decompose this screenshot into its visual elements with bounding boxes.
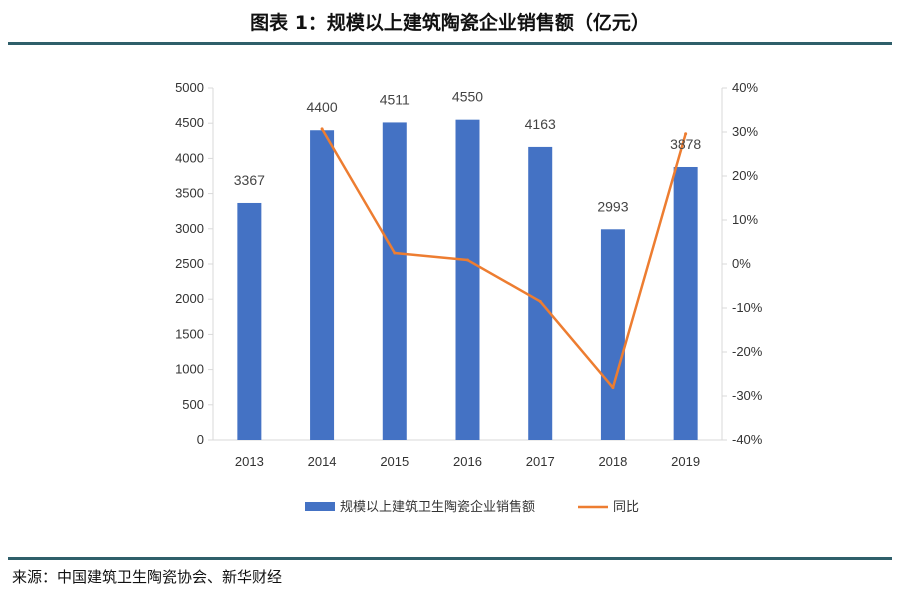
bar-value-label: 2993 bbox=[597, 198, 628, 214]
bar-value-label: 4400 bbox=[306, 99, 337, 115]
yoy-line bbox=[320, 128, 687, 389]
right-tick-label: 0% bbox=[732, 256, 751, 271]
right-tick-label: 30% bbox=[732, 124, 758, 139]
x-tick-label: 2013 bbox=[235, 454, 264, 469]
right-tick-label: -30% bbox=[732, 388, 763, 403]
x-tick-label: 2018 bbox=[598, 454, 627, 469]
left-tick-label: 5000 bbox=[175, 80, 204, 95]
chart-title: 图表 1：规模以上建筑陶瓷企业销售额（亿元） bbox=[250, 12, 650, 34]
sales-chart: 0 500 1000 1500 2000 2500 3000 3500 4000 4500 5000… bbox=[175, 80, 763, 515]
x-tick-label: 2019 bbox=[671, 454, 700, 469]
bar bbox=[600, 229, 625, 440]
yoy-point bbox=[538, 299, 542, 303]
bar bbox=[310, 130, 335, 440]
bar bbox=[528, 146, 553, 440]
left-tick-label: 2000 bbox=[175, 291, 204, 306]
left-tick-label: 3500 bbox=[175, 186, 204, 201]
bar-series bbox=[237, 119, 698, 441]
yoy-line-series bbox=[320, 127, 688, 390]
right-tick-label: 20% bbox=[732, 168, 758, 183]
left-tick-label: 4000 bbox=[175, 150, 204, 165]
source-divider bbox=[8, 557, 892, 560]
bar-value-label: 3878 bbox=[670, 136, 701, 152]
bar bbox=[455, 119, 480, 441]
x-tick-label: 2017 bbox=[526, 454, 555, 469]
title-divider bbox=[8, 42, 892, 45]
yoy-point bbox=[611, 386, 615, 390]
yoy-point bbox=[466, 258, 469, 262]
legend-bar-label: 规模以上建筑卫生陶瓷企业销售额 bbox=[340, 499, 535, 515]
bar-value-label: 4511 bbox=[380, 91, 410, 107]
yoy-point bbox=[320, 127, 324, 131]
bar-value-label: 3367 bbox=[234, 172, 265, 188]
x-tick-label: 2014 bbox=[308, 454, 337, 469]
left-tick-label: 4500 bbox=[175, 115, 204, 130]
right-tick-label: -20% bbox=[732, 344, 763, 359]
yoy-point bbox=[684, 132, 688, 136]
left-tick-label: 1000 bbox=[175, 362, 204, 377]
left-tick-label: 2500 bbox=[175, 256, 204, 271]
left-tick-label: 0 bbox=[197, 432, 204, 447]
x-tick-label: 2015 bbox=[380, 454, 409, 469]
bar-value-label: 4163 bbox=[525, 116, 556, 132]
source-note: 来源：中国建筑卫生陶瓷协会、新华财经 bbox=[12, 568, 283, 586]
left-tick-label: 3000 bbox=[175, 221, 204, 236]
yoy-point bbox=[393, 251, 397, 255]
legend-bar-swatch bbox=[305, 502, 335, 511]
left-tick-label: 1500 bbox=[175, 326, 204, 341]
bar bbox=[673, 166, 698, 440]
legend: 规模以上建筑卫生陶瓷企业销售额 同比 bbox=[305, 499, 639, 515]
data-labels: 3367 4400 4511 4550 4163 2993 3878 bbox=[234, 89, 702, 215]
right-tick-label: 10% bbox=[732, 212, 758, 227]
legend-line-label: 同比 bbox=[613, 500, 639, 515]
right-tick-label: -40% bbox=[732, 432, 763, 447]
bar-value-label: 4550 bbox=[452, 89, 483, 105]
right-tick-label: -10% bbox=[732, 300, 763, 315]
chart-axes: 0 500 1000 1500 2000 2500 3000 3500 4000 4500 5000… bbox=[175, 80, 763, 469]
bar bbox=[382, 122, 407, 440]
right-tick-label: 40% bbox=[732, 80, 758, 95]
x-tick-label: 2016 bbox=[453, 454, 482, 469]
bar bbox=[237, 202, 262, 440]
left-tick-label: 500 bbox=[182, 397, 204, 412]
